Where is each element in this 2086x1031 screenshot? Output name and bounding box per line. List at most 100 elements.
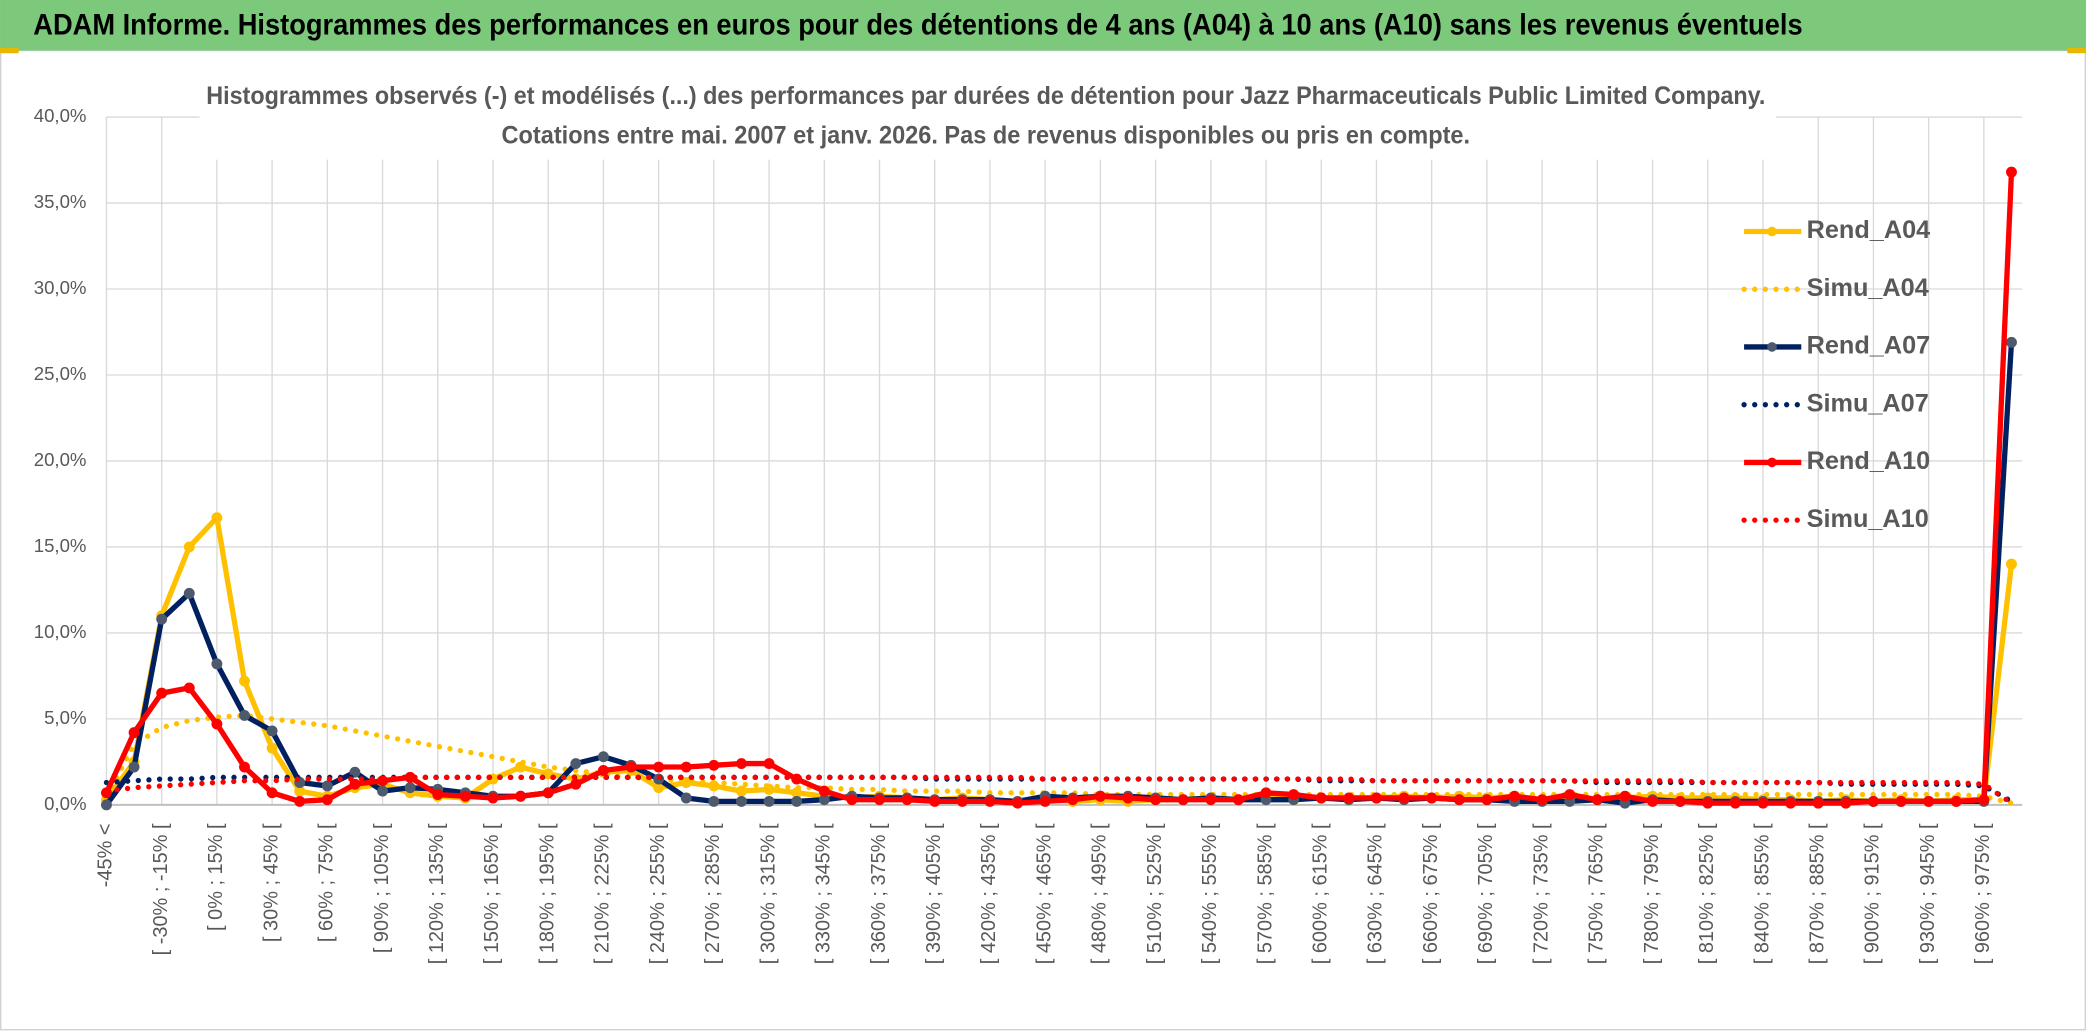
series-marker bbox=[708, 795, 720, 807]
series-marker bbox=[1785, 797, 1797, 809]
legend-marker bbox=[1767, 342, 1777, 352]
y-tick-label: 25,0% bbox=[34, 363, 87, 384]
series-marker bbox=[874, 794, 885, 806]
series-marker bbox=[1978, 794, 1990, 806]
series-marker bbox=[294, 795, 306, 807]
x-tick-label: [ 210% ; 225% [ bbox=[592, 823, 614, 964]
series-marker bbox=[266, 787, 278, 799]
legend-label: Rend_A04 bbox=[1807, 216, 1931, 244]
series-marker bbox=[515, 790, 527, 802]
corner bbox=[0, 47, 19, 54]
y-tick-label: 10,0% bbox=[34, 621, 87, 642]
series-marker bbox=[1895, 795, 1907, 807]
series-marker bbox=[736, 758, 747, 770]
legend-label: Rend_A10 bbox=[1807, 447, 1931, 475]
x-tick-label: [ 150% ; 165% [ bbox=[481, 823, 503, 964]
x-tick-label: [ 690% ; 705% [ bbox=[1475, 823, 1497, 964]
x-tick-label: [ 720% ; 735% [ bbox=[1530, 823, 1552, 964]
x-tick-label: [ 30% ; 45% [ bbox=[260, 823, 282, 942]
series-marker bbox=[1012, 797, 1024, 809]
series-marker bbox=[404, 782, 416, 794]
series-marker bbox=[211, 718, 223, 730]
series-marker bbox=[570, 758, 582, 770]
y-tick-label: 30,0% bbox=[34, 277, 87, 298]
series-marker bbox=[763, 795, 775, 807]
series-marker bbox=[183, 541, 195, 553]
x-tick-label: [ 180% ; 195% [ bbox=[536, 823, 558, 964]
x-tick-label: [ 300% ; 315% [ bbox=[757, 823, 779, 964]
legend-label: Simu_A10 bbox=[1807, 505, 1929, 533]
series-marker bbox=[1232, 794, 1244, 806]
legend-label: Simu_A04 bbox=[1807, 274, 1929, 302]
x-tick-label: [ 540% ; 555% [ bbox=[1199, 823, 1221, 964]
series-marker bbox=[1343, 792, 1355, 804]
series-marker bbox=[1315, 792, 1327, 804]
x-tick-label: [ 630% ; 645% [ bbox=[1365, 823, 1387, 964]
series-marker bbox=[1122, 792, 1134, 804]
series-marker bbox=[1702, 797, 1714, 809]
plot-area: -45% < [ -30% ; -15% [ [ 0% ; 15% [ [ 30% ;… bbox=[34, 105, 2023, 964]
series-marker bbox=[1509, 790, 1520, 802]
x-tick-label: [ 270% ; 285% [ bbox=[702, 823, 724, 964]
y-tick-label: 15,0% bbox=[34, 535, 87, 556]
series-marker bbox=[1536, 794, 1548, 806]
x-tick-label: [ 480% ; 495% [ bbox=[1089, 823, 1111, 964]
legend-label: Simu_A07 bbox=[1807, 389, 1929, 417]
series-marker bbox=[791, 795, 803, 807]
series-marker bbox=[266, 725, 278, 737]
series-marker bbox=[1398, 792, 1410, 804]
series-marker bbox=[183, 682, 195, 694]
series-marker bbox=[1757, 797, 1769, 809]
x-tick-label: [ 450% ; 465% [ bbox=[1033, 823, 1055, 964]
x-tick-label: [ 360% ; 375% [ bbox=[868, 823, 890, 964]
x-tick-label: [ 390% ; 405% [ bbox=[923, 823, 945, 964]
series-line bbox=[104, 171, 2015, 806]
y-tick-label: 0,0% bbox=[44, 793, 86, 814]
header-title: ADAM Informe. Histogrammes des performan… bbox=[33, 9, 1802, 41]
series-marker bbox=[1288, 789, 1300, 800]
y-tick-label: 20,0% bbox=[34, 449, 87, 470]
legend-marker bbox=[1767, 226, 1777, 237]
series-marker bbox=[1453, 794, 1465, 806]
x-tick-label: [ 120% ; 135% [ bbox=[426, 823, 448, 964]
series-marker bbox=[266, 742, 278, 754]
series-marker bbox=[156, 613, 168, 625]
series-marker bbox=[1840, 797, 1852, 809]
x-tick-label: [ 570% ; 585% [ bbox=[1254, 823, 1276, 964]
series-marker bbox=[349, 778, 361, 790]
series-marker bbox=[1150, 794, 1162, 806]
x-tick-label: -45% < bbox=[95, 823, 117, 887]
x-tick-label: [ 600% ; 615% [ bbox=[1310, 823, 1332, 964]
series-marker bbox=[1177, 794, 1189, 806]
chart-frame bbox=[0, 49, 2086, 1031]
series-marker bbox=[1426, 792, 1438, 804]
series-marker bbox=[653, 761, 665, 773]
x-tick-label: [ 930% ; 945% [ bbox=[1917, 823, 1939, 964]
x-tick-label: [ 750% ; 765% [ bbox=[1586, 823, 1608, 964]
series-marker bbox=[1481, 794, 1493, 806]
series-marker bbox=[708, 759, 720, 771]
x-tick-label: [ -30% ; -15% [ bbox=[150, 823, 172, 955]
x-tick-label: [ 960% ; 975% [ bbox=[1972, 823, 1994, 964]
y-tick-label: 40,0% bbox=[34, 105, 87, 126]
series-marker bbox=[1067, 794, 1079, 806]
series-marker bbox=[321, 780, 333, 792]
series-marker bbox=[100, 799, 112, 811]
legend-label: Rend_A07 bbox=[1807, 332, 1931, 360]
series-marker bbox=[597, 765, 609, 776]
series-marker bbox=[432, 789, 444, 800]
x-tick-label: [ 0% ; 15% [ bbox=[205, 823, 227, 931]
series-marker bbox=[984, 795, 996, 807]
series-marker bbox=[1950, 795, 1962, 807]
series-marker bbox=[239, 675, 250, 687]
corner bbox=[2067, 47, 2086, 54]
y-tick-label: 5,0% bbox=[44, 707, 86, 728]
chart-title: Histogrammes observés (-) et modélisés (… bbox=[206, 82, 1765, 110]
series-marker bbox=[2006, 166, 2017, 178]
series-marker bbox=[1260, 787, 1272, 799]
series-marker bbox=[156, 687, 168, 699]
series-marker bbox=[239, 709, 250, 721]
x-tick-label: [ 330% ; 345% [ bbox=[813, 823, 835, 964]
series-marker bbox=[625, 761, 637, 773]
x-tick-label: [ 510% ; 525% [ bbox=[1144, 823, 1166, 964]
